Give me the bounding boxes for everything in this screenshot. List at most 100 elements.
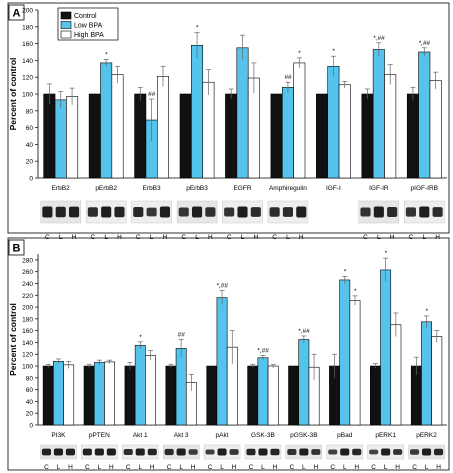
blot-band [55,206,66,218]
significance-mark: ## [178,332,186,339]
significance-mark: * [105,52,108,59]
blot-band [311,449,321,455]
blot-band [188,449,198,455]
significance-mark: *,## [298,328,310,335]
bar-high-bpa [66,96,79,179]
blot-band [205,449,215,455]
bar-control [225,93,238,179]
y-axis-label: Percent of control [8,303,18,376]
lane-label: H [191,464,196,471]
y-tick-label: 220 [22,293,33,300]
bar-control [316,93,329,179]
bar-low-bpa [93,362,105,426]
y-tick-label: 200 [22,305,33,312]
blot-band [53,448,64,456]
category-label: pGSK-3B [290,432,317,439]
y-tick-label: 0 [29,423,33,430]
blot-band [205,207,216,217]
bar-low-bpa [339,279,351,426]
blot-band [101,206,112,218]
lane-label: L [57,464,61,471]
lane-label: H [435,234,440,241]
chart-panel-B: B 0 20 40 60 80 100 120 140 160 180 200 220 240 260 280… [7,237,450,471]
bar-high-bpa [202,81,215,179]
bar-low-bpa [298,339,310,426]
significance-mark: *,## [373,35,385,42]
blot-band [433,448,444,456]
lane-label: C [409,234,414,241]
bar-high-bpa [111,74,124,179]
lane-label: L [220,464,224,471]
lane-label: H [313,464,318,471]
lane-label: H [117,234,122,241]
lane-label: L [138,464,142,471]
lane-label: C [412,464,417,471]
y-tick-label: 140 [22,340,33,347]
bar-high-bpa [431,336,443,426]
y-tick-label: 140 [22,58,33,65]
y-tick-label: 120 [22,75,33,82]
y-tick-label: 80 [26,108,34,115]
bar-high-bpa [145,355,156,426]
bar-low-bpa [281,86,294,179]
legend-label: Low BPA [74,23,103,30]
significance-mark: * [196,25,199,32]
significance-mark: *,## [216,283,228,290]
lane-label: L [59,234,63,241]
significance-mark: *,## [418,40,430,47]
lane-label: C [208,464,213,471]
lane-label: H [109,464,114,471]
y-tick-label: 40 [26,399,34,406]
blot-band [229,449,239,455]
bar-control [124,365,136,426]
y-tick-label: 180 [22,24,33,31]
category-label: pAkt [216,432,229,439]
lane-label: C [126,464,131,471]
blot-band [328,449,338,455]
blot-band [114,206,125,218]
blot-band [94,448,104,456]
blot-band [191,206,203,218]
panel-label: A [13,8,21,20]
category-label: pBad [337,432,353,439]
category-label: ErbB2 [52,185,70,192]
lane-label: H [395,464,400,471]
panel-label-box [8,239,25,256]
y-axis-label: Percent of control [8,58,18,131]
category-label: IGF-IR [369,185,389,192]
significance-mark: * [425,308,428,315]
bar-control [179,93,192,179]
blot-band [352,448,362,456]
category-label: ErbB3 [143,185,161,192]
lane-label: H [390,234,395,241]
bar-control [247,365,259,426]
bar-control [134,93,147,179]
bar-high-bpa [429,80,442,179]
bar-low-bpa [134,345,146,426]
lane-label: H [273,464,278,471]
blot-band [87,207,98,217]
blot-band [42,206,53,218]
lane-label: C [45,234,50,241]
chart-panel-A: A 0 20 40 60 80 100 120 140 160 180 200 Percent of c… [7,2,450,241]
y-tick-label: 260 [22,269,33,276]
blot-band [340,448,350,456]
y-tick-label: 100 [22,92,33,99]
blot-band [269,207,280,217]
lane-label: H [68,464,73,471]
bar-low-bpa [175,348,187,426]
blot-band [133,206,144,218]
blot-band [381,448,391,456]
blot-band [176,448,186,456]
lane-label: H [354,464,359,471]
y-tick-label: 180 [22,316,33,323]
y-tick-label: 60 [26,125,34,132]
lane-label: C [136,234,141,241]
blot-band [360,207,371,217]
y-tick-label: 240 [22,281,33,288]
bar-low-bpa [257,357,269,426]
blot-band [41,448,52,456]
category-label: IGF-I [326,185,341,192]
bar-low-bpa [100,62,113,179]
significance-mark: ## [284,74,292,81]
